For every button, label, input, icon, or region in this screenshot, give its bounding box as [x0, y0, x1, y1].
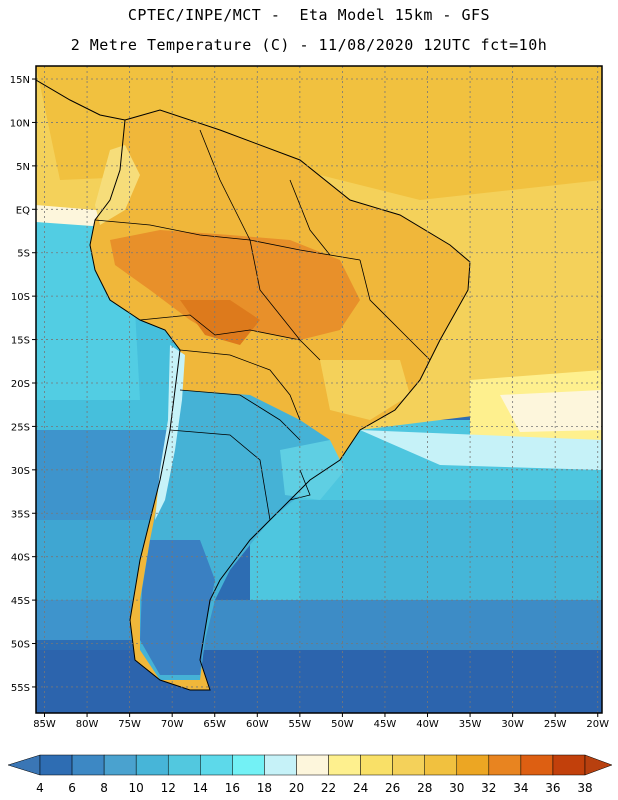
lon-label: 70W: [161, 719, 184, 730]
colorbar-label: 6: [68, 781, 76, 795]
colorbar-swatch: [424, 754, 458, 776]
lat-label: 15N: [10, 75, 30, 86]
lon-label: 65W: [203, 719, 226, 730]
colorbar-swatch: [328, 754, 361, 776]
colorbar-swatch: [552, 754, 586, 776]
map-plot-area: [36, 66, 602, 713]
colorbar: 4 6 8 10 12 14 16 18 20 22 24 26 28 30 32 34 36 38: [7, 754, 613, 795]
lat-label: 35S: [11, 509, 30, 520]
chart-title-line1: CPTEC/INPE/MCT - Eta Model 15km - GFS: [127, 6, 491, 24]
colorbar-swatch: [488, 754, 522, 776]
central-plateau-region: [320, 360, 410, 420]
lat-label: 5S: [17, 249, 30, 260]
colorbar-swatch: [232, 754, 265, 776]
coastline-outline: [36, 79, 471, 691]
lon-label: 35W: [459, 719, 482, 730]
colorbar-label: 14: [193, 781, 208, 795]
colorbar-swatch: [360, 754, 393, 776]
colorbar-swatch: [167, 754, 201, 776]
latitude-labels: 15N 10N 5N EQ 5S 10S 15S 20S 25S 30S 35S 40S 45S 50S 5…: [10, 75, 36, 694]
atlantic-south-band: [300, 500, 602, 610]
colorbar-right-arrow: [584, 754, 613, 776]
colorbar-label: 4: [36, 781, 44, 795]
colorbar-swatch: [135, 754, 169, 776]
colorbar-swatch: [520, 754, 554, 776]
colorbar-left-arrow: [7, 754, 41, 776]
lat-label: 20S: [11, 379, 30, 390]
colorbar-label: 10: [129, 781, 144, 795]
colorbar-label: 20: [289, 781, 304, 795]
lon-label: 85W: [33, 719, 56, 730]
lat-label: EQ: [16, 205, 30, 216]
graticule: [36, 66, 602, 713]
atlantic-cold-band: [200, 600, 602, 650]
atlantic-transition-region: [360, 430, 602, 470]
lat-label: 10S: [11, 292, 30, 303]
colorbar-swatch: [39, 754, 73, 776]
colorbar-label: 26: [385, 781, 400, 795]
colorbar-label: 24: [353, 781, 368, 795]
lat-label: 40S: [11, 553, 30, 564]
lat-label: 5N: [16, 162, 30, 173]
colorbar-label: 18: [257, 781, 272, 795]
lon-label: 75W: [118, 719, 141, 730]
colorbar-label: 34: [513, 781, 528, 795]
colorbar-swatch: [264, 754, 297, 776]
longitude-labels: 85W 80W 75W 70W 65W 60W 55W 50W 45W 40W 35W 30W 25W 2…: [33, 713, 609, 730]
lat-label: 55S: [11, 683, 30, 694]
colorbar-label: 28: [417, 781, 432, 795]
colorbar-label: 8: [100, 781, 108, 795]
colorbar-label: 12: [161, 781, 176, 795]
lat-label: 50S: [11, 640, 30, 651]
map-frame: [35, 65, 603, 714]
lon-label: 45W: [374, 719, 397, 730]
colorbar-label: 16: [225, 781, 240, 795]
lat-label: 30S: [11, 466, 30, 477]
colorbar-swatch: [392, 754, 425, 776]
colorbar-label: 32: [481, 781, 496, 795]
colorbar-swatch: [103, 754, 137, 776]
lon-label: 20W: [586, 719, 609, 730]
colorbar-swatch: [200, 754, 233, 776]
lat-label: 45S: [11, 596, 30, 607]
colorbar-swatch: [296, 754, 329, 776]
lat-label: 15S: [11, 336, 30, 347]
lon-label: 50W: [331, 719, 354, 730]
colorbar-swatch: [456, 754, 490, 776]
lon-label: 55W: [289, 719, 312, 730]
lat-label: 10N: [10, 118, 30, 129]
lon-label: 40W: [416, 719, 439, 730]
lon-label: 80W: [76, 719, 99, 730]
lon-label: 30W: [501, 719, 524, 730]
chart-title-line2: 2 Metre Temperature (C) - 11/08/2020 12U…: [70, 36, 548, 54]
lon-label: 25W: [544, 719, 567, 730]
atlantic-pale-region: [500, 390, 602, 432]
lat-label: 25S: [11, 422, 30, 433]
colorbar-label: 36: [545, 781, 560, 795]
colorbar-swatch: [71, 754, 105, 776]
colorbar-label: 38: [577, 781, 592, 795]
colorbar-label: 30: [449, 781, 464, 795]
southern-ocean-band: [36, 650, 602, 713]
colorbar-label: 22: [321, 781, 336, 795]
country-borders: [94, 129, 431, 521]
central-hot-region: [180, 300, 260, 345]
lon-label: 60W: [246, 719, 269, 730]
patagonia-cold-region: [140, 540, 215, 675]
